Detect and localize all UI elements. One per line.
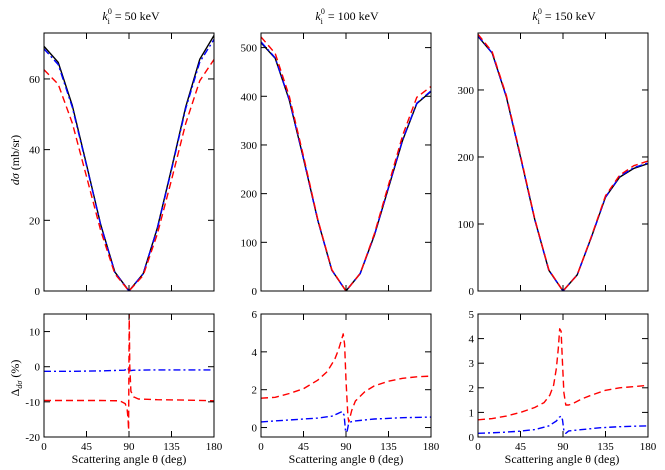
x-tick-label: 45 — [298, 441, 310, 453]
y-tick-label: 1 — [469, 407, 475, 419]
series-dashed-line — [44, 314, 214, 431]
series-dashed-line — [478, 33, 648, 291]
series-dashed-line — [261, 36, 431, 291]
x-tick-label: 180 — [206, 441, 223, 453]
plot-frame — [43, 32, 215, 292]
ylabel-top: dσ (mb/sr) — [8, 135, 22, 185]
y-tick-label: 60 — [29, 74, 41, 86]
y-tick-label: 2 — [252, 385, 258, 397]
y-tick-label: -10 — [25, 397, 40, 409]
y-tick-label: 5 — [469, 309, 475, 321]
x-tick-label: 135 — [597, 441, 614, 453]
x-tick-label: 90 — [558, 441, 570, 453]
y-tick-label: 500 — [241, 43, 258, 55]
ylabel-bottom: Δdσ (%) — [8, 360, 24, 397]
panel-top-middle: 0 100 200 300 400 500 — [241, 32, 432, 298]
y-tick-label: 300 — [241, 140, 258, 152]
x-tick-label: 45 — [81, 441, 93, 453]
y-tick-label: 40 — [29, 145, 41, 157]
y-tick-label: 0 — [35, 362, 41, 374]
y-tick-label: 100 — [241, 237, 258, 249]
x-tick-label: 0 — [41, 441, 47, 453]
x-tick-label: 135 — [380, 441, 397, 453]
x-tick-label: 0 — [258, 441, 264, 453]
plot-frame — [260, 32, 432, 292]
y-tick-label: 20 — [29, 215, 41, 227]
panel-top-right: 0 100 200 300 — [458, 32, 649, 298]
y-tick-label: 0 — [469, 432, 475, 444]
xlabel-2: Scattering angle θ (deg) — [289, 452, 404, 466]
series-solid-line — [261, 42, 431, 291]
series-dashdot-line — [478, 35, 648, 291]
x-tick-label: 180 — [640, 441, 657, 453]
series-solid-line — [478, 35, 648, 291]
x-tick-label: 0 — [475, 441, 481, 453]
series-dashed-line — [44, 59, 214, 291]
xlabel-1: Scattering angle θ (deg) — [72, 452, 187, 466]
panel-bottom-middle: 0 45 90 135 180 0 2 4 6 — [252, 309, 440, 453]
y-tick-label: 6 — [252, 309, 258, 321]
series-dashdot-line — [478, 415, 648, 434]
series-dashdot-line — [44, 39, 214, 291]
series-dashdot-line — [261, 410, 431, 433]
y-tick-label: 2 — [469, 383, 475, 395]
y-tick-label: 4 — [252, 347, 258, 359]
y-tick-label: 10 — [29, 327, 41, 339]
x-tick-label: 180 — [423, 441, 440, 453]
xlabel-3: Scattering angle θ (deg) — [505, 452, 620, 466]
panel-top-left: 0 20 40 60 — [29, 32, 215, 298]
y-tick-label: 0 — [252, 286, 258, 298]
series-solid-line — [44, 35, 214, 291]
y-tick-label: 3 — [469, 358, 475, 370]
series-dashed-line — [478, 328, 648, 421]
y-tick-label: 400 — [241, 91, 258, 103]
x-tick-label: 45 — [515, 441, 527, 453]
series-dashdot-line — [261, 41, 431, 291]
panel-title-1: ki0 = 50 keV — [102, 7, 160, 26]
y-tick-label: 200 — [241, 189, 258, 201]
x-tick-label: 135 — [163, 441, 180, 453]
y-tick-label: 0 — [252, 423, 258, 435]
x-tick-label: 90 — [341, 441, 353, 453]
y-tick-label: -20 — [25, 432, 40, 444]
series-dashdot-line — [44, 367, 214, 373]
panel-title-3: ki0 = 150 keV — [532, 7, 596, 26]
panel-title-2: ki0 = 100 keV — [315, 7, 379, 26]
x-tick-label: 90 — [124, 441, 136, 453]
y-tick-label: 100 — [458, 219, 475, 231]
panel-bottom-left: 0 45 90 135 180 -20 -10 0 10 — [25, 313, 223, 453]
y-tick-label: 4 — [469, 334, 475, 346]
y-tick-label: 0 — [35, 286, 41, 298]
series-dashed-line — [261, 333, 431, 423]
plot-frame — [477, 32, 649, 292]
y-tick-label: 300 — [458, 85, 475, 97]
y-tick-label: 0 — [469, 286, 475, 298]
y-tick-label: 200 — [458, 152, 475, 164]
